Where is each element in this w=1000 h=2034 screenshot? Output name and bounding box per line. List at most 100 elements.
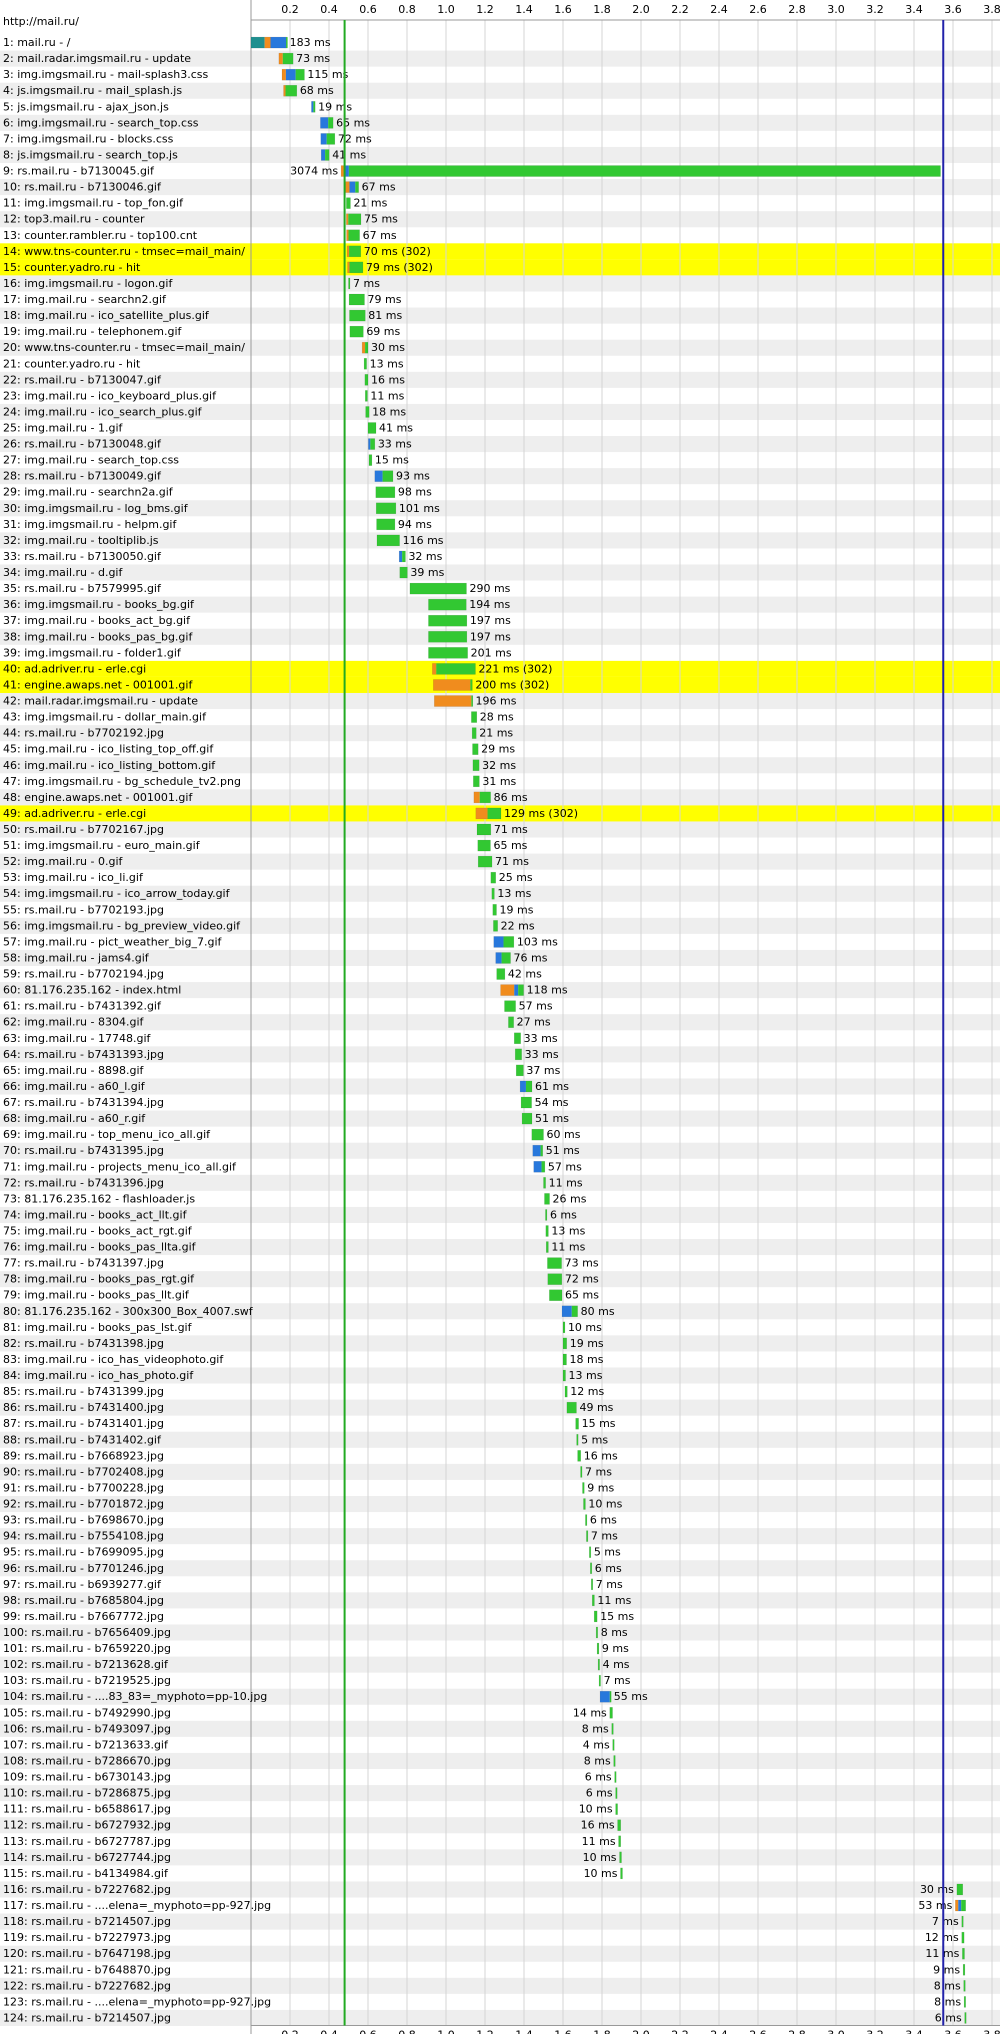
bar-segment-download (615, 1787, 618, 1799)
request-label: 3: img.imgsmail.ru - mail-splash3.css (3, 68, 208, 81)
bar-outline (368, 438, 376, 450)
duration-label: 6 ms (550, 1208, 577, 1221)
bar-segment-download (961, 1916, 964, 1928)
bar-segment-download (349, 261, 363, 273)
request-label: 59: rs.mail.ru - b7702194.jpg (3, 968, 164, 981)
bar-segment-download (399, 567, 408, 579)
bar-segment-download (597, 1643, 599, 1655)
alt-row (0, 82, 1000, 99)
bar-outline (376, 518, 396, 531)
duration-label: 32 ms (482, 759, 516, 772)
bar-segment-download (615, 1803, 618, 1815)
bar-segment-download (355, 181, 359, 193)
bar-outline (250, 36, 287, 49)
request-row: 26: rs.mail.ru - b7130048.gif 33 ms (3, 438, 412, 451)
alt-row (0, 1495, 1000, 1513)
bar-outline (596, 1642, 600, 1655)
duration-label: 41 ms (332, 148, 366, 161)
bar-segment-download (477, 824, 491, 835)
bar-segment-download (575, 1418, 579, 1430)
duration-label: 75 ms (364, 213, 398, 226)
bar-outline (586, 1530, 589, 1542)
duration-label: 14 ms (573, 1706, 607, 1719)
alt-row (0, 1206, 1000, 1223)
bar-segment-download (282, 53, 294, 65)
bar-segment-download (617, 1819, 621, 1831)
duration-label: 41 ms (379, 422, 413, 435)
duration-label: 19 ms (318, 100, 352, 113)
request-label: 70: rs.mail.ru - b7431395.jpg (3, 1144, 164, 1157)
duration-label: 8 ms (934, 1979, 961, 1992)
request-label: 121: rs.mail.ru - b7648870.jpg (3, 1963, 171, 1976)
duration-label: 26 ms (553, 1192, 587, 1205)
bar-segment-connect (955, 1900, 959, 1912)
bar-segment-download (490, 872, 496, 884)
duration-label: 7 ms (585, 1465, 612, 1478)
bar-outline (472, 759, 480, 772)
request-row: 72: rs.mail.ru - b7431396.jpg 11 ms (3, 1176, 583, 1189)
alt-row (0, 1945, 1000, 1962)
bar-segment-download (566, 1402, 577, 1414)
bottom-tick-label: 1.8 (593, 2029, 611, 2034)
request-label: 6: img.imgsmail.ru - search_top.css (3, 116, 199, 129)
duration-label: 31 ms (482, 775, 516, 788)
request-row: 53: img.mail.ru - ico_li.gif 25 ms (3, 871, 533, 884)
request-label: 23: img.mail.ru - ico_keyboard_plus.gif (3, 389, 217, 402)
request-row: 102: rs.mail.ru - b7213628.gif 4 ms (3, 1658, 630, 1671)
request-label: 110: rs.mail.ru - b7286875.jpg (3, 1787, 171, 1800)
duration-label: 194 ms (469, 598, 510, 611)
request-row: 28: rs.mail.ru - b7130049.gif 93 ms (3, 470, 430, 483)
bottom-tick-label: 0.2 (281, 2029, 299, 2034)
request-label: 100: rs.mail.ru - b7656409.jpg (3, 1626, 171, 1639)
duration-label: 22 ms (501, 919, 535, 932)
request-label: 62: img.mail.ru - 8304.gif (3, 1016, 145, 1029)
duration-label: 7 ms (591, 1530, 618, 1543)
request-label: 85: rs.mail.ru - b7431399.jpg (3, 1385, 164, 1398)
alt-row (0, 821, 1000, 838)
duration-label: 71 ms (494, 823, 528, 836)
bar-segment-ttfb (368, 438, 371, 450)
bar-segment-download (478, 856, 493, 868)
alt-row (0, 1785, 1000, 1802)
duration-label: 15 ms (600, 1610, 634, 1623)
request-row: 76: img.mail.ru - books_pas_llta.gif 11 m… (3, 1241, 586, 1254)
request-row: 30: img.imgsmail.ru - log_bms.gif 101 ms (3, 502, 440, 515)
top-tick-label: 1.0 (437, 3, 455, 16)
bar-segment-download (563, 1353, 567, 1365)
bar-segment-download (564, 1386, 568, 1398)
bar-segment-ttfb (320, 117, 329, 129)
request-label: 14: www.tns-counter.ru - tmsec=mail_main… (3, 245, 245, 258)
bar-outline (549, 1289, 563, 1301)
grid-lines (289, 20, 993, 2026)
request-label: 108: rs.mail.ru - b7286670.jpg (3, 1754, 171, 1767)
bar-outline (962, 1947, 965, 1960)
bar-outline (583, 1498, 586, 1510)
top-tick-label: 2.8 (788, 3, 806, 16)
bar-outline (580, 1466, 583, 1478)
request-row: 17: img.mail.ru - searchn2.gif 79 ms (3, 293, 402, 306)
bar-segment-connect (434, 695, 472, 707)
bar-outline (964, 2012, 967, 2024)
request-row: 35: rs.mail.ru - b7579995.gif 290 ms (3, 582, 511, 595)
request-label: 31: img.imgsmail.ru - helpm.gif (3, 518, 177, 531)
duration-label: 73 ms (296, 52, 330, 65)
bar-segment-download (286, 37, 288, 49)
alt-row (0, 146, 1000, 164)
request-row: 68: img.mail.ru - a60_r.gif 51 ms (3, 1112, 569, 1125)
request-label: 106: rs.mail.ru - b7493097.jpg (3, 1722, 171, 1735)
request-label: 124: rs.mail.ru - b7214507.jpg (3, 2011, 171, 2024)
duration-label: 53 ms (918, 1899, 952, 1912)
bar-segment-download (543, 1177, 546, 1189)
request-label: 89: rs.mail.ru - b7668923.jpg (3, 1449, 164, 1462)
highlight-row (0, 259, 1000, 276)
duration-label: 290 ms (469, 582, 510, 595)
request-row: 69: img.mail.ru - top_menu_ico_all.gif 60… (3, 1128, 581, 1141)
request-row: 113: rs.mail.ru - b6727787.jpg 11 ms (3, 1835, 621, 1848)
request-label: 41: engine.awaps.net - 001001.gif (3, 678, 193, 691)
alt-row (0, 1656, 1000, 1673)
duration-label: 33 ms (378, 438, 412, 451)
bar-outline (346, 213, 362, 225)
bar-outline (599, 1690, 612, 1703)
bar-segment-download (963, 1980, 966, 1992)
request-row: 86: rs.mail.ru - b7431400.jpg 49 ms (3, 1401, 614, 1414)
